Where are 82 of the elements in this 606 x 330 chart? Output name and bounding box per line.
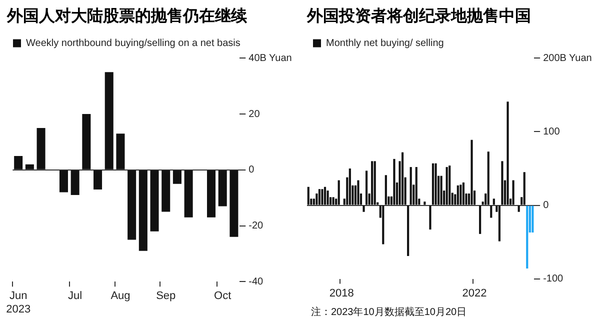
x-tick-label: Jun 2023 bbox=[6, 290, 31, 316]
bar bbox=[448, 166, 451, 205]
bar bbox=[374, 161, 376, 205]
x-tick-label: 2022 bbox=[462, 287, 487, 300]
bar bbox=[307, 186, 310, 205]
bar bbox=[365, 170, 368, 205]
bar bbox=[230, 170, 238, 237]
text: 注：2023年10月数据截至10月20日 bbox=[311, 306, 467, 319]
y-tick-label: -100 bbox=[543, 274, 564, 285]
bar bbox=[338, 180, 340, 205]
legend-label: Weekly northbound buying/selling on a net basis bbox=[26, 38, 240, 49]
bar bbox=[498, 206, 500, 242]
bar bbox=[532, 206, 534, 232]
bar bbox=[218, 170, 227, 206]
x-tick-label: Jul bbox=[68, 290, 82, 302]
bar bbox=[432, 163, 434, 205]
y-tick-label: 0 bbox=[248, 164, 255, 176]
bar bbox=[424, 202, 426, 205]
bar bbox=[104, 72, 114, 170]
legend-label: Monthly net buying/ selling bbox=[326, 38, 444, 49]
bar bbox=[523, 172, 526, 205]
bar bbox=[460, 184, 462, 205]
bar bbox=[162, 170, 170, 212]
bar bbox=[462, 182, 464, 205]
x-tick-label: 2018 bbox=[329, 287, 354, 300]
bar bbox=[456, 185, 459, 205]
bar bbox=[382, 206, 384, 244]
bar bbox=[362, 206, 365, 212]
bar bbox=[172, 170, 182, 184]
y-tick-label: 0 bbox=[543, 200, 550, 212]
bar bbox=[324, 186, 326, 205]
bar bbox=[321, 189, 324, 205]
bar bbox=[440, 176, 442, 205]
y-tick-label: 40B Yuan bbox=[248, 52, 292, 64]
x-tick-label: Oct bbox=[214, 290, 232, 302]
bar bbox=[512, 180, 514, 205]
bar bbox=[318, 189, 320, 205]
bar bbox=[128, 170, 136, 240]
bar bbox=[492, 198, 495, 205]
bar bbox=[14, 156, 23, 170]
bar bbox=[138, 170, 148, 251]
bar bbox=[401, 152, 404, 205]
bar bbox=[393, 158, 396, 205]
bar bbox=[70, 170, 80, 196]
bar bbox=[36, 128, 46, 170]
bar bbox=[518, 206, 520, 212]
bar bbox=[184, 170, 193, 218]
bar bbox=[526, 206, 528, 269]
bar bbox=[59, 170, 68, 192]
y-tick-label: 100 bbox=[543, 126, 560, 138]
bar bbox=[506, 102, 509, 205]
x-tick-label: Aug bbox=[110, 290, 130, 302]
bar bbox=[429, 206, 432, 230]
bar bbox=[82, 114, 91, 170]
bar bbox=[407, 206, 410, 256]
bar bbox=[487, 152, 490, 205]
chart-title: 外国投资者将创纪录地抛售中国 bbox=[306, 6, 531, 25]
bar bbox=[348, 168, 351, 205]
y-tick-label: -40 bbox=[248, 276, 264, 288]
bar bbox=[384, 175, 387, 205]
bar bbox=[434, 163, 437, 205]
bar bbox=[410, 167, 412, 205]
bar bbox=[371, 161, 374, 205]
y-tick-label: 20 bbox=[248, 108, 260, 120]
y-tick-label: -20 bbox=[248, 220, 264, 232]
bar bbox=[470, 140, 473, 205]
chart-title: 外国人对大陆股票的抛售仍在继续 bbox=[6, 6, 248, 25]
bar bbox=[357, 180, 360, 205]
bar bbox=[446, 167, 448, 205]
bar bbox=[94, 170, 102, 190]
bar bbox=[332, 197, 334, 205]
bar bbox=[25, 164, 34, 170]
bar bbox=[116, 134, 125, 170]
bar bbox=[501, 161, 504, 205]
bar bbox=[415, 167, 418, 205]
bar bbox=[490, 206, 492, 218]
bar bbox=[150, 170, 159, 232]
y-tick-label: 200B Yuan bbox=[543, 52, 592, 64]
x-tick-label: Sep bbox=[156, 290, 176, 302]
bar bbox=[479, 206, 482, 234]
bar bbox=[207, 170, 216, 218]
bar bbox=[326, 190, 329, 205]
